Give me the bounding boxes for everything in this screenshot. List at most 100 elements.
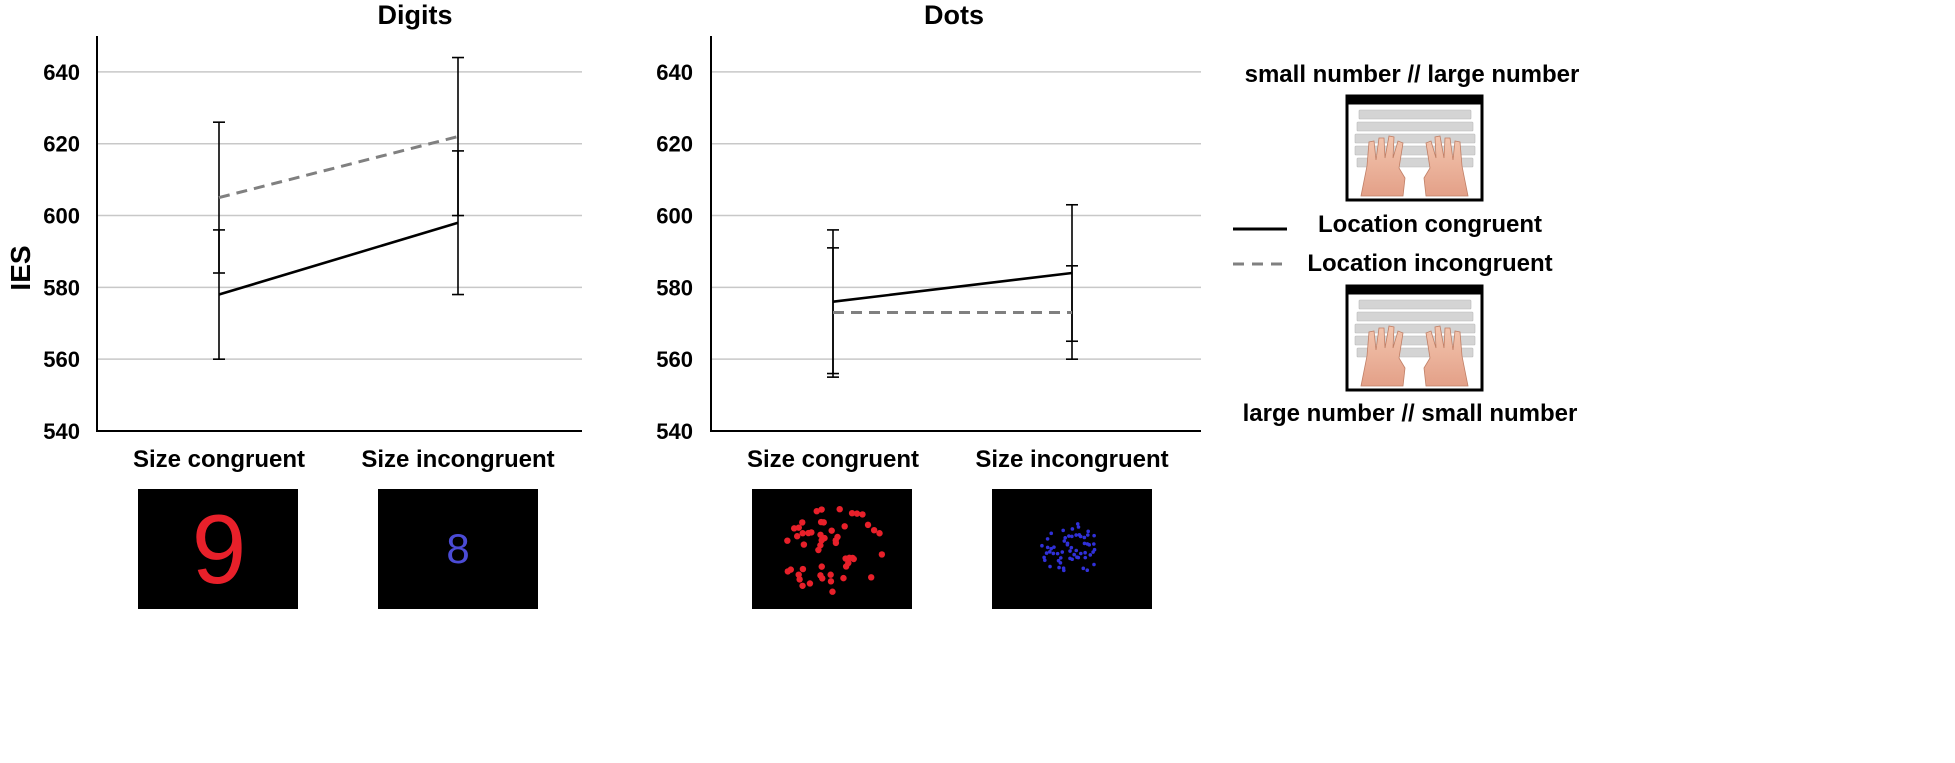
blue-dot-32: [1081, 566, 1086, 571]
blue-dot-48: [1062, 539, 1067, 543]
blue-dot-18: [1070, 534, 1074, 539]
dots-category-labels: Size congruent Size incongruent: [747, 446, 1169, 473]
blue-dot-53: [1061, 566, 1066, 570]
blue-dot-54: [1086, 533, 1090, 537]
stimulus-digit-small: 8: [378, 489, 538, 609]
blue-dot-42: [1074, 533, 1078, 537]
digits-y-tick-540: 540: [43, 419, 80, 444]
red-dot-24: [805, 529, 812, 537]
red-dot-41: [853, 510, 861, 517]
blue-dot-52: [1082, 541, 1087, 546]
digits-category-label-1: Size congruent: [133, 446, 305, 473]
dots-y-tick-600: 600: [656, 204, 693, 229]
stimulus-dots-large: [752, 489, 912, 609]
red-dot-42: [836, 505, 843, 513]
red-dot-14: [870, 526, 878, 534]
red-dot-52: [827, 578, 835, 585]
red-dot-3: [841, 523, 848, 530]
red-dot-21: [867, 574, 875, 581]
blue-dot-41: [1076, 525, 1081, 529]
blue-dot-37: [1075, 522, 1080, 526]
red-dot-43: [813, 507, 820, 515]
dots-y-tick-560: 560: [656, 347, 693, 372]
digits-y-tick-620: 620: [43, 132, 80, 157]
red-dot-51: [817, 531, 824, 538]
red-dot-45: [818, 563, 825, 570]
red-dot-5: [828, 527, 835, 534]
blue-dot-23: [1068, 549, 1072, 553]
blue-dot-33: [1086, 529, 1090, 534]
blue-dot-39: [1049, 546, 1054, 551]
blue-dot-15: [1083, 550, 1087, 555]
blue-dot-14: [1042, 558, 1047, 563]
red-dot-1: [784, 537, 791, 544]
blue-dot-58: [1052, 545, 1056, 549]
blue-dot-25: [1076, 555, 1081, 560]
hands-icon: [1360, 325, 1469, 387]
dots-category-label-2: Size incongruent: [975, 446, 1168, 473]
digits-category-labels: Size congruent Size incongruent: [133, 446, 555, 473]
digits-errorbar-incongruent-2: [452, 56, 464, 217]
blue-dot-55: [1049, 531, 1054, 536]
digits-y-tick-580: 580: [43, 275, 80, 300]
dots-y-tick-620: 620: [656, 132, 693, 157]
legend-label-congruent: Location congruent: [1318, 211, 1542, 238]
digits-y-tick-560: 560: [43, 347, 80, 372]
dots-y-tick-labels: 540 560 580 600 620 640: [656, 60, 693, 444]
stimulus-dots-small: [992, 489, 1152, 609]
blue-dot-34: [1058, 556, 1063, 560]
red-dot-48: [799, 530, 806, 537]
blue-dot-31: [1091, 550, 1095, 554]
red-dot-2: [815, 546, 822, 554]
blue-dot-29: [1063, 536, 1068, 540]
red-dot-9: [820, 519, 827, 526]
blue-dot-28: [1077, 533, 1082, 537]
digits-y-tick-labels: 540 560 580 600 620 640: [43, 60, 80, 444]
blue-dot-56: [1070, 527, 1075, 531]
red-dot-38: [859, 511, 866, 518]
red-dot-18: [799, 519, 806, 526]
blue-dot-16: [1069, 545, 1074, 550]
legend-label-incongruent: Location incongruent: [1307, 250, 1552, 277]
stimulus-digit-large: 9: [138, 489, 298, 609]
red-dot-30: [819, 575, 826, 582]
blue-dot-44: [1079, 551, 1083, 556]
blue-dot-40: [1092, 533, 1096, 538]
red-dot-49: [790, 525, 798, 532]
red-dot-37: [827, 571, 834, 578]
blue-dot-22: [1051, 551, 1056, 556]
keyboard-label-bottom: large number // small number: [1243, 400, 1578, 427]
red-dot-34: [845, 559, 852, 567]
blue-dot-45: [1092, 542, 1096, 546]
hands-icon: [1360, 135, 1469, 197]
blue-dot-1: [1048, 550, 1052, 554]
blue-dot-3: [1092, 562, 1096, 567]
dots-y-tick-540: 540: [656, 419, 693, 444]
blue-dot-7: [1082, 535, 1087, 540]
digits-y-tick-640: 640: [43, 60, 80, 85]
blue-dot-12: [1061, 528, 1065, 533]
blue-dot-57: [1042, 555, 1046, 560]
blue-dot-17: [1040, 543, 1044, 548]
dots-gridlines: [711, 71, 1201, 360]
blue-dot-30: [1088, 553, 1093, 557]
blue-dot-38: [1060, 550, 1065, 554]
blue-dot-46: [1083, 555, 1088, 560]
red-dot-36: [795, 571, 802, 578]
red-dot-cloud: [784, 505, 886, 595]
digits-series: [213, 56, 464, 360]
blue-dot-13: [1074, 548, 1079, 553]
dots-series: [827, 203, 1078, 378]
blue-dot-26: [1044, 551, 1049, 555]
blue-dot-6: [1055, 551, 1060, 556]
blue-dot-5: [1048, 564, 1052, 569]
red-dot-23: [829, 588, 836, 595]
blue-dot-8: [1067, 534, 1071, 538]
dots-y-tick-580: 580: [656, 275, 693, 300]
red-dot-28: [876, 530, 883, 537]
keyboard-image-bottom: [1345, 284, 1484, 392]
red-dot-12: [818, 506, 825, 513]
red-dot-27: [799, 582, 806, 589]
red-dot-46: [806, 580, 814, 587]
